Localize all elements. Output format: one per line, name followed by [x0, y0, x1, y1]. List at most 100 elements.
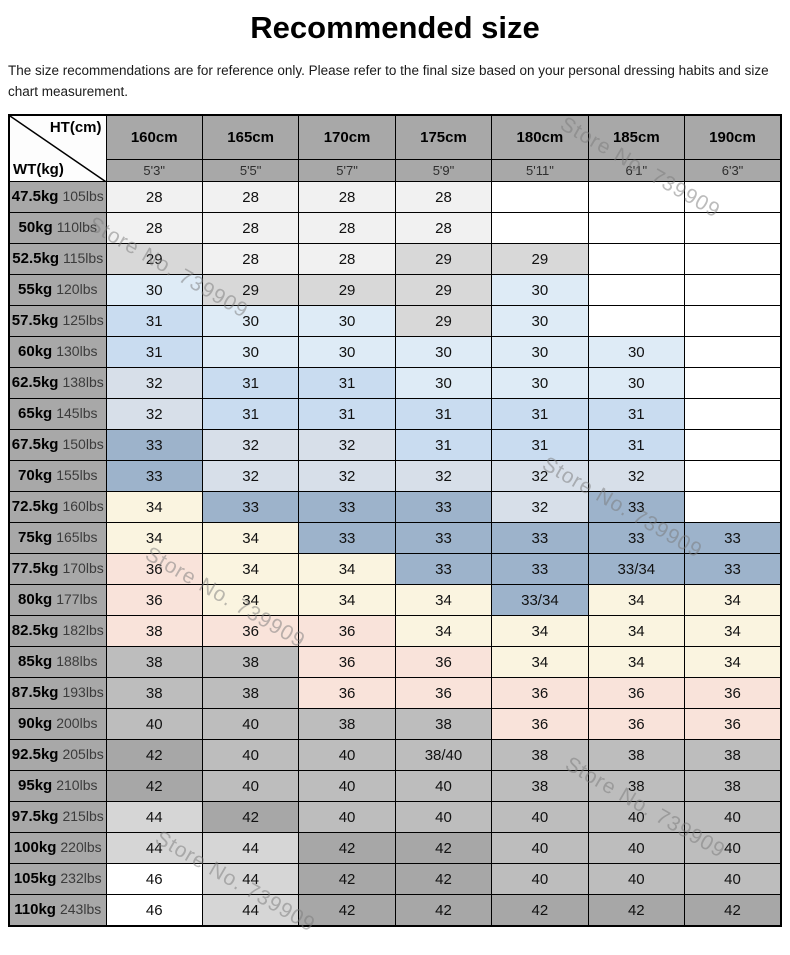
weight-kg-label: 110kg — [14, 901, 56, 919]
size-cell-60kg-175cm: 30 — [394, 336, 493, 369]
col-header-190cm: 190cm — [684, 114, 782, 160]
size-cell-70kg-165cm: 32 — [201, 460, 300, 493]
row-label-105kg: 105kg 232lbs — [8, 863, 107, 896]
weight-lbs-label: 155lbs — [56, 467, 98, 484]
size-cell-67.5kg-170cm: 32 — [298, 429, 396, 462]
size-cell-87.5kg-185cm: 36 — [587, 677, 686, 710]
size-cell-62.5kg-170cm: 31 — [298, 367, 396, 400]
size-cell-52.5kg-165cm: 28 — [201, 243, 300, 276]
size-cell-55kg-180cm: 30 — [491, 274, 589, 307]
weight-lbs-label: 145lbs — [56, 405, 98, 422]
size-cell-87.5kg-170cm: 36 — [298, 677, 396, 710]
corner-header-cell: HT(cm) WT(kg) — [8, 114, 107, 183]
row-label-50kg: 50kg 110lbs — [8, 212, 107, 245]
size-cell-55kg-160cm: 30 — [105, 274, 203, 307]
size-cell-90kg-175cm: 38 — [394, 708, 493, 741]
size-cell-100kg-185cm: 40 — [587, 832, 686, 865]
size-cell-77.5kg-185cm: 33/34 — [587, 553, 686, 586]
table-row: 85kg 188lbs 38 38 36 36 34 34 34 — [8, 646, 782, 679]
size-cell-57.5kg-190cm — [684, 305, 782, 338]
row-label-60kg: 60kg 130lbs — [8, 336, 107, 369]
col-header-175cm: 175cm — [394, 114, 493, 160]
weight-lbs-label: 177lbs — [56, 591, 98, 608]
size-cell-90kg-180cm: 36 — [491, 708, 589, 741]
row-label-65kg: 65kg 145lbs — [8, 398, 107, 431]
size-cell-105kg-165cm: 44 — [201, 863, 300, 896]
size-cell-75kg-175cm: 33 — [394, 522, 493, 555]
row-label-55kg: 55kg 120lbs — [8, 274, 107, 307]
size-cell-52.5kg-190cm — [684, 243, 782, 276]
size-cell-50kg-165cm: 28 — [201, 212, 300, 245]
weight-kg-label: 52.5kg — [12, 250, 59, 268]
size-cell-85kg-160cm: 38 — [105, 646, 203, 679]
size-cell-55kg-185cm — [587, 274, 686, 307]
table-row: 52.5kg 115lbs 29 28 28 29 29 — [8, 243, 782, 276]
weight-kg-label: 95kg — [18, 777, 53, 795]
weight-kg-label: 77.5kg — [11, 560, 59, 578]
size-cell-72.5kg-165cm: 33 — [201, 491, 300, 524]
weight-kg-label: 75kg — [18, 529, 53, 547]
row-label-92.5kg: 92.5kg 205lbs — [8, 739, 107, 772]
table-row: 75kg 165lbs 34 34 33 33 33 33 33 — [8, 522, 782, 555]
size-cell-97.5kg-175cm: 40 — [394, 801, 493, 834]
size-cell-67.5kg-165cm: 32 — [201, 429, 300, 462]
size-cell-92.5kg-160cm: 42 — [105, 739, 203, 772]
size-cell-110kg-175cm: 42 — [394, 894, 493, 927]
size-cell-82.5kg-185cm: 34 — [587, 615, 686, 648]
size-cell-85kg-175cm: 36 — [394, 646, 493, 679]
size-cell-75kg-160cm: 34 — [105, 522, 203, 555]
row-label-100kg: 100kg 220lbs — [8, 832, 107, 865]
row-label-57.5kg: 57.5kg 125lbs — [8, 305, 107, 338]
weight-lbs-label: 210lbs — [56, 777, 98, 794]
row-label-75kg: 75kg 165lbs — [8, 522, 107, 555]
col-subheader-185cm: 6'1" — [587, 158, 686, 183]
size-cell-85kg-185cm: 34 — [587, 646, 686, 679]
size-cell-82.5kg-180cm: 34 — [491, 615, 589, 648]
row-label-62.5kg: 62.5kg 138lbs — [8, 367, 107, 400]
size-cell-110kg-185cm: 42 — [587, 894, 686, 927]
size-cell-47.5kg-165cm: 28 — [201, 181, 300, 214]
size-cell-100kg-175cm: 42 — [394, 832, 493, 865]
size-cell-57.5kg-175cm: 29 — [394, 305, 493, 338]
size-cell-105kg-190cm: 40 — [684, 863, 782, 896]
col-header-170cm: 170cm — [298, 114, 396, 160]
size-cell-70kg-180cm: 32 — [491, 460, 589, 493]
size-cell-70kg-175cm: 32 — [394, 460, 493, 493]
table-row: 72.5kg 160lbs 34 33 33 33 32 33 — [8, 491, 782, 524]
size-cell-100kg-180cm: 40 — [491, 832, 589, 865]
col-subheader-180cm: 5'11" — [491, 158, 589, 183]
table-row: 60kg 130lbs 31 30 30 30 30 30 — [8, 336, 782, 369]
size-cell-72.5kg-190cm — [684, 491, 782, 524]
row-label-97.5kg: 97.5kg 215lbs — [8, 801, 107, 834]
size-cell-75kg-165cm: 34 — [201, 522, 300, 555]
size-cell-87.5kg-180cm: 36 — [491, 677, 589, 710]
table-row: 105kg 232lbs 46 44 42 42 40 40 40 — [8, 863, 782, 896]
size-cell-55kg-170cm: 29 — [298, 274, 396, 307]
size-cell-50kg-170cm: 28 — [298, 212, 396, 245]
size-cell-97.5kg-180cm: 40 — [491, 801, 589, 834]
weight-lbs-label: 120lbs — [56, 281, 98, 298]
weight-lbs-label: 110lbs — [56, 219, 97, 236]
size-cell-67.5kg-175cm: 31 — [394, 429, 493, 462]
size-cell-50kg-190cm — [684, 212, 782, 245]
row-label-85kg: 85kg 188lbs — [8, 646, 107, 679]
size-cell-72.5kg-180cm: 32 — [491, 491, 589, 524]
size-cell-90kg-190cm: 36 — [684, 708, 782, 741]
row-label-67.5kg: 67.5kg 150lbs — [8, 429, 107, 462]
size-cell-105kg-185cm: 40 — [587, 863, 686, 896]
size-cell-77.5kg-160cm: 36 — [105, 553, 203, 586]
weight-lbs-label: 170lbs — [62, 560, 104, 577]
size-cell-95kg-165cm: 40 — [201, 770, 300, 803]
table-row: 70kg 155lbs 33 32 32 32 32 32 — [8, 460, 782, 493]
table-row: 95kg 210lbs 42 40 40 40 38 38 38 — [8, 770, 782, 803]
header-row-cm: HT(cm) WT(kg) 160cm 165cm 170cm 175cm 180cm 1… — [8, 114, 782, 183]
col-header-185cm: 185cm — [587, 114, 686, 160]
size-cell-97.5kg-160cm: 44 — [105, 801, 203, 834]
size-cell-80kg-175cm: 34 — [394, 584, 493, 617]
size-cell-62.5kg-175cm: 30 — [394, 367, 493, 400]
row-label-70kg: 70kg 155lbs — [8, 460, 107, 493]
size-cell-92.5kg-175cm: 38/40 — [394, 739, 493, 772]
row-label-82.5kg: 82.5kg 182lbs — [8, 615, 107, 648]
weight-lbs-label: 115lbs — [62, 250, 104, 267]
size-cell-67.5kg-180cm: 31 — [491, 429, 589, 462]
